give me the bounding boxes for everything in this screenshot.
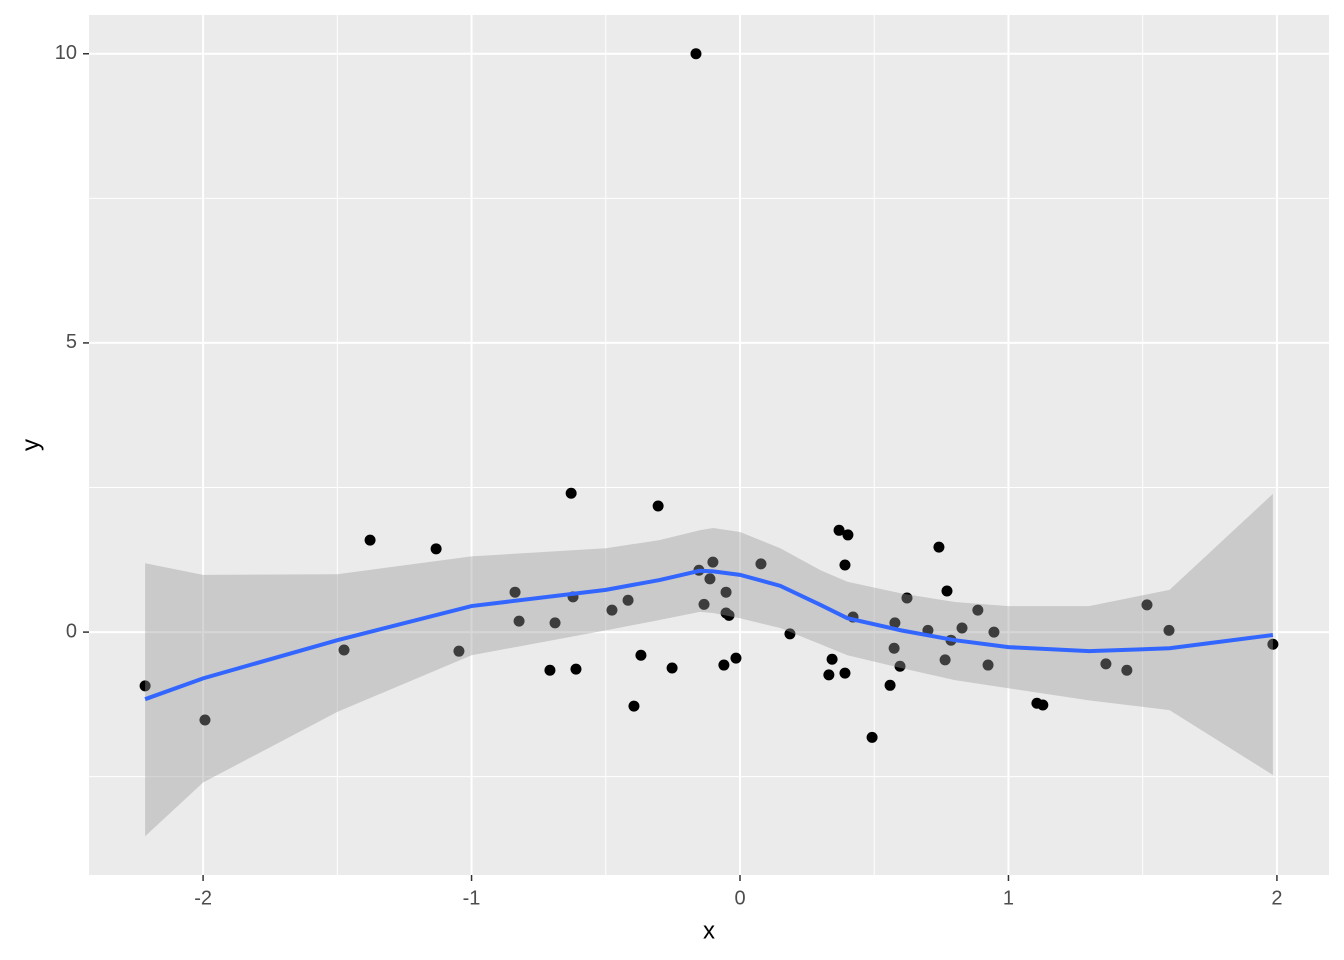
point xyxy=(833,524,845,536)
point xyxy=(988,626,1000,638)
point xyxy=(933,541,945,553)
point xyxy=(513,615,525,627)
x-tick-label: -2 xyxy=(194,887,212,909)
point xyxy=(199,714,211,726)
point xyxy=(839,559,851,571)
point xyxy=(784,628,796,640)
point xyxy=(939,654,951,666)
point xyxy=(453,645,465,657)
point xyxy=(606,604,618,616)
point xyxy=(544,664,556,676)
point xyxy=(823,669,835,681)
point xyxy=(698,598,710,610)
x-tick-label: 1 xyxy=(1003,887,1014,909)
point xyxy=(1163,624,1175,636)
confidence-band xyxy=(145,493,1273,837)
point xyxy=(690,48,702,60)
point xyxy=(730,652,742,664)
point xyxy=(894,660,906,672)
point xyxy=(338,644,350,656)
point xyxy=(866,731,878,743)
point xyxy=(1121,664,1133,676)
y-tick-label: 5 xyxy=(66,331,77,353)
point xyxy=(1267,638,1279,650)
point xyxy=(1037,699,1049,711)
point xyxy=(1141,599,1153,611)
point xyxy=(666,662,678,674)
point xyxy=(982,659,994,671)
point xyxy=(901,592,913,604)
point xyxy=(570,663,582,675)
x-tick-label: 0 xyxy=(734,887,745,909)
point xyxy=(430,543,442,555)
point xyxy=(622,594,634,606)
x-axis-title: x xyxy=(703,917,715,944)
point xyxy=(549,617,561,629)
x-tick-label: 2 xyxy=(1271,887,1282,909)
smooth-line xyxy=(144,568,1274,702)
point xyxy=(635,649,647,661)
point xyxy=(826,653,838,665)
point xyxy=(1100,658,1112,670)
point xyxy=(755,558,767,570)
point xyxy=(718,659,730,671)
x-tick-label: -1 xyxy=(463,887,481,909)
point xyxy=(723,609,735,621)
y-axis-title: y xyxy=(17,439,44,451)
y-tick-label: 10 xyxy=(55,42,77,64)
point xyxy=(884,679,896,691)
point xyxy=(704,573,716,585)
point xyxy=(956,622,968,634)
point xyxy=(364,534,376,546)
point xyxy=(889,617,901,629)
point xyxy=(139,680,151,692)
point xyxy=(842,529,854,541)
point xyxy=(652,500,664,512)
point xyxy=(509,586,521,598)
point xyxy=(839,667,851,679)
panel xyxy=(89,15,1329,875)
point xyxy=(888,642,900,654)
point xyxy=(972,604,984,616)
y-tick-label: 0 xyxy=(66,620,77,642)
point xyxy=(628,700,640,712)
point xyxy=(707,556,719,568)
point xyxy=(565,487,577,499)
point xyxy=(941,585,953,597)
point xyxy=(720,586,732,598)
